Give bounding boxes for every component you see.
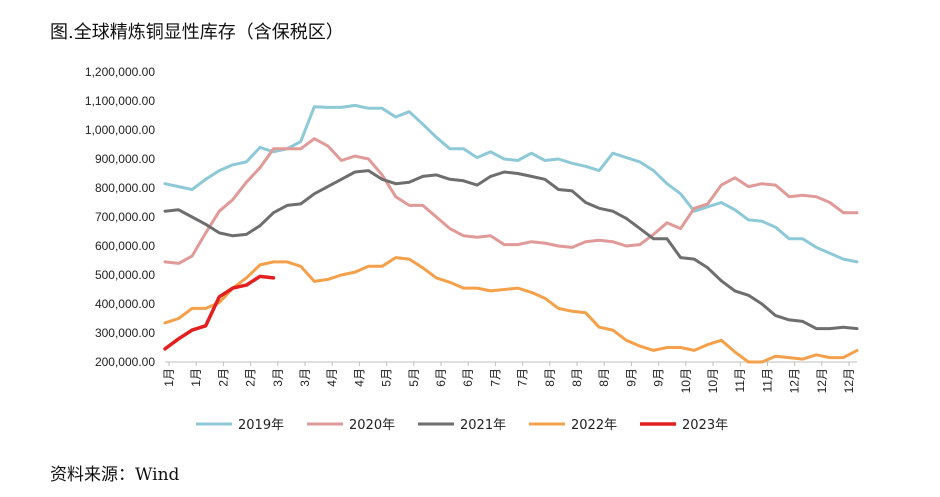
- series-line-2020年: [163, 137, 859, 265]
- x-tick-label: 2月: [244, 368, 258, 387]
- y-tick-label: 300,000.00: [95, 326, 155, 340]
- y-tick-label: 900,000.00: [95, 152, 155, 166]
- x-tick-label: 3月: [298, 368, 312, 387]
- x-tick-label: 6月: [434, 368, 448, 387]
- chart-title: 图.全球精炼铜显性库存（含保税区）: [50, 22, 344, 43]
- x-tick-label: 3月: [271, 368, 285, 387]
- y-tick-label: 1,000,000.00: [85, 123, 155, 137]
- x-tick-label: 8月: [597, 368, 611, 387]
- legend-label: 2023年: [682, 418, 728, 433]
- x-tick-label: 5月: [380, 368, 394, 387]
- x-tick-label: 12月: [842, 368, 856, 393]
- series-line-2021年: [163, 169, 859, 331]
- y-tick-label: 800,000.00: [95, 181, 155, 195]
- series-line-2023年: [163, 274, 276, 351]
- x-tick-label: 6月: [461, 368, 475, 387]
- x-tick-label: 9月: [652, 368, 666, 387]
- x-tick-label: 7月: [488, 368, 502, 387]
- x-tick-label: 1月: [162, 368, 176, 387]
- x-tick-label: 5月: [407, 368, 421, 387]
- x-tick-label: 11月: [760, 368, 774, 392]
- x-tick-label: 4月: [352, 368, 366, 387]
- x-tick-label: 7月: [516, 368, 530, 387]
- x-tick-label: 9月: [624, 368, 638, 387]
- x-tick-label: 10月: [679, 368, 693, 393]
- y-tick-label: 1,200,000.00: [85, 65, 155, 79]
- x-tick-label: 8月: [543, 368, 557, 387]
- legend-label: 2022年: [571, 418, 617, 433]
- y-tick-label: 200,000.00: [95, 355, 155, 369]
- y-axis-ticks: 200,000.00 300,000.00 400,000.00 500,000.00…: [85, 65, 155, 369]
- x-tick-label: 4月: [325, 368, 339, 387]
- legend-label: 2021年: [460, 418, 506, 433]
- y-tick-label: 600,000.00: [95, 239, 155, 253]
- y-tick-label: 1,100,000.00: [85, 94, 155, 108]
- x-tick-label: 2月: [216, 368, 230, 387]
- y-tick-label: 700,000.00: [95, 210, 155, 224]
- series-line-2022年: [163, 256, 859, 364]
- y-tick-label: 500,000.00: [95, 268, 155, 282]
- legend-label: 2019年: [238, 418, 284, 433]
- x-tick-label: 11月: [733, 368, 747, 392]
- x-tick-label: 10月: [706, 368, 720, 393]
- x-tick-label: 1月: [189, 368, 203, 387]
- legend: 2019年 2020年 2021年 2022年 2023年: [196, 418, 728, 433]
- x-tick-label: 12月: [788, 368, 802, 393]
- x-tick-label: 8月: [570, 368, 584, 387]
- series-lines: [163, 103, 859, 364]
- source-note: 资料来源：Wind: [50, 465, 180, 485]
- x-axis-ticks: 1月 1月 2月 2月 3月 3月 4月 4月 5月 5月 6月 6月 7月 7月 8月 8月 8月 9月 9月 10…: [162, 362, 856, 393]
- legend-label: 2020年: [349, 418, 395, 433]
- y-tick-label: 400,000.00: [95, 297, 155, 311]
- x-tick-label: 12月: [815, 368, 829, 393]
- series-line-2019年: [163, 103, 859, 264]
